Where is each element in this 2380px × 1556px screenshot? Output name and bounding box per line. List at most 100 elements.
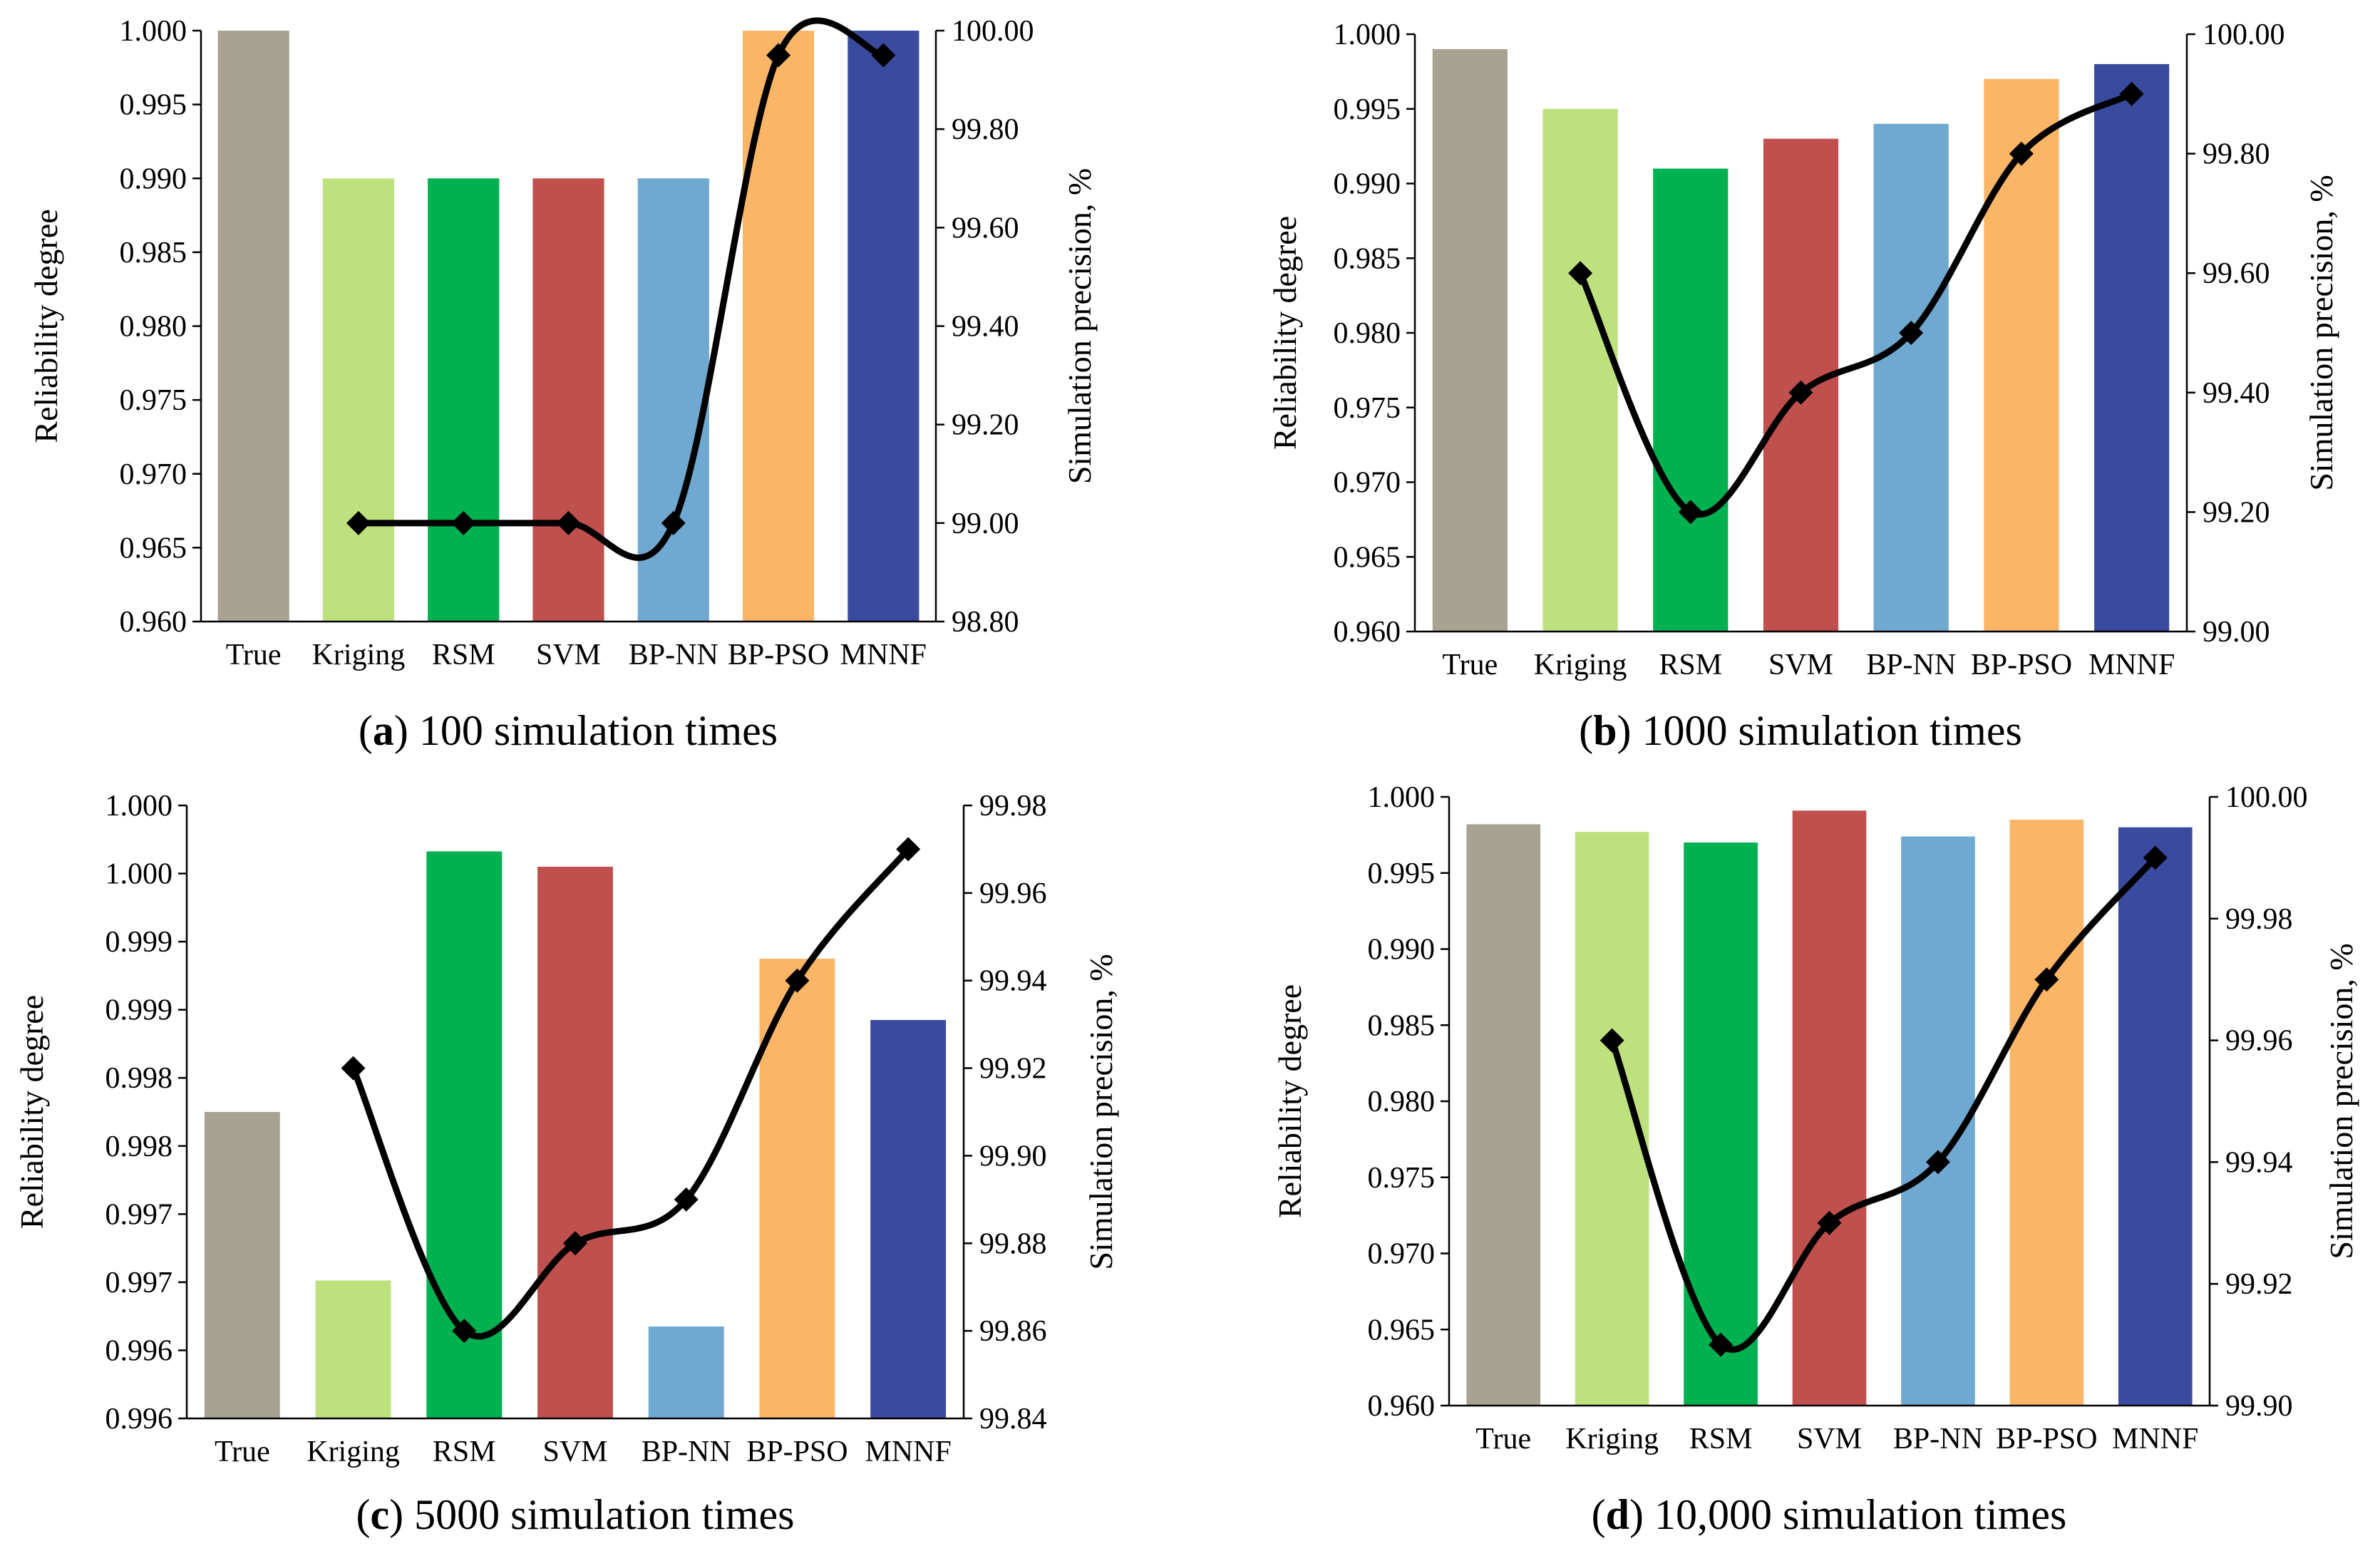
bar-true (204, 1112, 280, 1418)
y2-tick-label: 99.40 (952, 311, 1019, 344)
precision-marker (766, 43, 791, 68)
y-tick-label: 0.998 (105, 1130, 173, 1163)
y-tick-label: 0.998 (105, 1062, 173, 1095)
bar-mnnf (2094, 63, 2170, 632)
chart-panel-d: 0.960 0.965 0.970 0.975 0.980 0.985 0.990 0.995… (1272, 781, 2359, 1538)
y-tick-label: 0.999 (105, 926, 173, 959)
y-axis-title: Reliability degree (28, 209, 64, 443)
category-label: RSM (1659, 649, 1722, 681)
category-label: BP-PSO (1996, 1423, 2097, 1455)
y-axis-title: Reliability degree (1267, 216, 1303, 450)
y-tick-label: 0.995 (1368, 857, 1436, 890)
category-label: BP-PSO (746, 1436, 848, 1468)
precision-marker (1925, 1150, 1950, 1175)
y2-tick-label: 99.94 (979, 965, 1047, 998)
bar-rsm (1653, 168, 1729, 632)
caption-paren-open: ( (1592, 1491, 1606, 1538)
y-tick-label: 0.960 (1334, 616, 1401, 649)
category-label: RSM (432, 639, 495, 671)
category-label: True (226, 639, 282, 671)
category-label: SVM (1768, 649, 1833, 681)
y2-tick-label: 100.00 (952, 15, 1034, 48)
bar-bp-pso (742, 31, 815, 622)
caption-paren-open: ( (356, 1491, 371, 1538)
precision-marker (452, 1319, 477, 1344)
y2-tick-label: 99.60 (2203, 257, 2270, 290)
category-label: SVM (1797, 1423, 1862, 1455)
precision-marker (563, 1231, 587, 1256)
precision-marker (1709, 1332, 1734, 1357)
precision-marker (871, 43, 896, 68)
y2-axis-title: Simulation precision, % (2303, 175, 2339, 490)
y2-tick-label: 99.88 (979, 1227, 1047, 1260)
chart-panel-c: 0.996 0.996 0.997 0.997 0.998 0.998 0.999 0.999… (14, 790, 1119, 1538)
y2-tick-label: 99.90 (2225, 1390, 2293, 1423)
y2-axis-title: Simulation precision, % (1083, 954, 1119, 1269)
y2-tick-label: 99.92 (2225, 1268, 2293, 1301)
y-axis-title: Reliability degree (14, 995, 50, 1229)
y2-axis-title: Simulation precision, % (1061, 168, 1098, 484)
caption-text: 1000 simulation times (1632, 707, 2022, 754)
caption-paren-close: ) (394, 707, 408, 754)
y2-tick-label: 99.98 (2225, 903, 2293, 936)
bar-mnnf (870, 1020, 947, 1418)
caption-letter: a (373, 707, 394, 754)
y-tick-label: 0.980 (1368, 1086, 1436, 1118)
caption-text: 5000 simulation times (403, 1491, 794, 1538)
y-tick-label: 1.000 (120, 15, 187, 48)
y-tick-label: 0.970 (1334, 467, 1401, 500)
y-tick-label: 0.970 (120, 458, 187, 491)
y-tick-label: 1.000 (1368, 781, 1436, 814)
bar-true (217, 31, 289, 622)
category-label: True (215, 1436, 270, 1468)
y2-tick-label: 99.60 (952, 212, 1019, 244)
caption-paren-close: ) (1629, 1491, 1644, 1538)
bar-svm (1792, 810, 1867, 1406)
y-tick-label: 0.960 (1368, 1390, 1436, 1423)
bar-bp-nn (648, 1326, 724, 1418)
y2-tick-label: 99.00 (2203, 616, 2270, 649)
bar-bp-pso (1984, 78, 2059, 632)
caption-letter: c (371, 1491, 390, 1538)
y-tick-label: 0.990 (1368, 934, 1436, 967)
bar-true (1466, 824, 1541, 1406)
y-tick-label: 0.996 (105, 1334, 173, 1367)
y-tick-label: 0.985 (1368, 1009, 1436, 1042)
bar-bp-nn (1873, 123, 1949, 632)
chart-panel-b: 0.960 0.965 0.970 0.975 0.980 0.985 0.990 0.995… (1267, 19, 2339, 754)
y-tick-label: 0.965 (120, 532, 187, 565)
caption-letter: b (1593, 707, 1617, 754)
y-tick-label: 0.996 (105, 1403, 173, 1436)
y2-tick-label: 99.86 (979, 1315, 1047, 1348)
category-label: BP-NN (1893, 1423, 1983, 1455)
y-tick-label: 0.990 (120, 163, 187, 195)
bar-kriging (322, 178, 395, 622)
bar-kriging (315, 1280, 391, 1418)
y-tick-label: 0.990 (1334, 168, 1401, 201)
category-label: MNNF (840, 639, 927, 671)
caption-paren-open: ( (1579, 707, 1593, 754)
y-tick-label: 1.000 (105, 790, 173, 823)
precision-marker (1899, 321, 1924, 345)
y2-tick-label: 99.00 (952, 507, 1019, 540)
bar-svm (537, 867, 613, 1418)
y2-tick-label: 99.90 (979, 1140, 1047, 1173)
caption-paren-close: ) (389, 1491, 403, 1538)
y2-tick-label: 100.00 (2225, 781, 2308, 814)
bar-bp-nn (637, 178, 709, 622)
precision-marker (785, 968, 810, 993)
y-tick-label: 0.975 (1334, 392, 1401, 425)
caption-paren-close: ) (1617, 707, 1632, 754)
y-tick-label: 1.000 (1334, 19, 1401, 51)
precision-marker (2009, 141, 2034, 166)
category-label: True (1475, 1423, 1531, 1455)
category-label: SVM (536, 639, 601, 671)
bar-mnnf (848, 31, 919, 622)
chart-panel-a: 0.960 0.965 0.970 0.975 0.980 0.985 0.990 0.995… (28, 15, 1098, 754)
y-tick-label: 0.980 (1334, 317, 1401, 350)
category-label: Kriging (1565, 1423, 1659, 1455)
bar-bp-nn (1901, 836, 1975, 1406)
y2-axis-title: Simulation precision, % (2323, 943, 2359, 1259)
precision-marker (451, 510, 476, 535)
